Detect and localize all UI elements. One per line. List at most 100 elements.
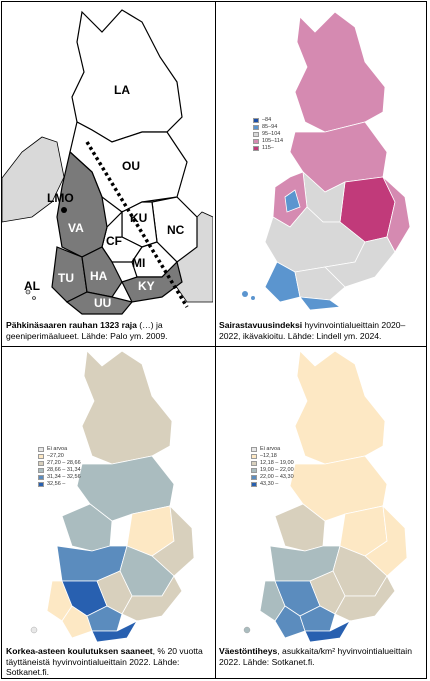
border-map-svg: LA OU LMO KU NC VA CF MI TU HA KY AL UU	[2, 9, 213, 315]
map-region	[294, 11, 386, 133]
legend-swatch	[251, 482, 257, 487]
legend-sickness: –84 85–94 95–104 105–114 115–	[253, 117, 283, 152]
caption-education-bold: Korkea-asteen koulutuksen saaneet	[6, 646, 153, 656]
legend-swatch	[38, 475, 44, 480]
caption-sickness-bold: Sairastavuusindeksi	[219, 320, 303, 330]
label-va: VA	[68, 221, 84, 235]
legend-row: 95–104	[253, 131, 283, 138]
caption-density: Väestöntiheys, asukkaita/km² hyvinvointi…	[219, 646, 422, 667]
caption-education: Korkea-asteen koulutuksen saaneet, % 20 …	[6, 646, 209, 678]
education-map-svg	[30, 350, 195, 643]
legend-label: Ei arvoa	[260, 446, 281, 452]
caption-sickness: Sairastavuusindeksi hyvinvointialueittai…	[219, 320, 422, 341]
legend-swatch	[253, 146, 259, 151]
legend-label: 19,00 – 22,00	[260, 467, 294, 473]
map-region	[121, 575, 183, 622]
legend-swatch	[253, 139, 259, 144]
legend-label: 95–104	[262, 131, 281, 137]
legend-row: 85–94	[253, 124, 283, 131]
map-region	[264, 261, 301, 303]
label-ha: HA	[90, 269, 108, 283]
legend-swatch	[253, 118, 259, 123]
legend-label: 27,20 – 28,66	[47, 460, 81, 466]
legend-swatch	[251, 468, 257, 473]
caption-border-map-bold: Pähkinäsaaren rauhan 1323 raja	[6, 320, 137, 330]
map-region	[91, 620, 139, 643]
legend-label: 22,00 – 43,30	[260, 474, 294, 480]
legend-label: 85–94	[262, 124, 278, 130]
map-region	[242, 291, 248, 297]
label-uu: UU	[94, 296, 111, 310]
legend-label: 28,66 – 31,34	[47, 467, 81, 473]
legend-row: 32,56 –	[38, 481, 81, 488]
legend-label: 32,56 –	[47, 481, 66, 487]
legend-row: 19,00 – 22,00	[251, 467, 294, 474]
legend-label: –12,18	[260, 453, 277, 459]
legend-label: 31,34 – 32,56	[47, 474, 81, 480]
caption-border-map-rest: (…) ja geeniperimäalueet. Lähde: Palo ym…	[6, 320, 168, 341]
legend-label: 105–114	[262, 138, 284, 144]
legend-row: –12,18	[251, 453, 294, 460]
legend-education: Ei arvoa –27,20 27,20 – 28,66 28,66 – 31…	[38, 446, 81, 488]
map-region	[284, 189, 301, 213]
caption-density-bold: Väestöntiheys	[219, 646, 278, 656]
map-region	[243, 626, 251, 634]
legend-swatch	[38, 482, 44, 487]
legend-swatch	[253, 125, 259, 130]
divider-horizontal	[2, 346, 426, 347]
legend-label: 12,18 – 19,00	[260, 460, 294, 466]
border-1323-line	[85, 141, 189, 308]
label-ou: OU	[122, 159, 140, 173]
west-grey-area	[2, 136, 65, 223]
legend-density: Ei arvoa –12,18 12,18 – 19,00 19,00 – 22…	[251, 446, 294, 488]
legend-row: –27,20	[38, 453, 81, 460]
map-region	[294, 266, 346, 301]
legend-swatch	[38, 454, 44, 459]
legend-row: 31,34 – 32,56	[38, 474, 81, 481]
panel-density: Ei arvoa –12,18 12,18 – 19,00 19,00 – 22…	[215, 346, 426, 678]
legend-row: Ei arvoa	[38, 446, 81, 453]
legend-swatch	[38, 461, 44, 466]
caption-sickness-rest: hyvinvointialueittain 2020–2022, ikävaki…	[219, 320, 406, 341]
legend-label: 43,30 –	[260, 481, 279, 487]
map-region	[294, 350, 386, 465]
region-uu	[65, 291, 134, 315]
aland-island	[32, 296, 36, 300]
caption-density-rest: , asukkaita/km² hyvinvointialueittain 20…	[219, 646, 412, 667]
legend-swatch	[253, 132, 259, 137]
legend-row: 115–	[253, 145, 283, 152]
legend-swatch	[251, 461, 257, 466]
map-region	[299, 605, 336, 632]
map-region	[30, 626, 38, 634]
label-tu: TU	[58, 271, 74, 285]
map-region	[81, 350, 173, 465]
legend-row: 12,18 – 19,00	[251, 460, 294, 467]
legend-row: Ei arvoa	[251, 446, 294, 453]
label-ku: KU	[130, 211, 147, 225]
legend-swatch	[251, 447, 257, 452]
legend-row: 28,66 – 31,34	[38, 467, 81, 474]
map-region	[299, 296, 342, 311]
label-ky: KY	[138, 279, 155, 293]
legend-row: 22,00 – 43,30	[251, 474, 294, 481]
label-mi: MI	[132, 256, 145, 270]
label-lmo: LMO	[47, 191, 74, 205]
panel-education: Ei arvoa –27,20 27,20 – 28,66 28,66 – 31…	[2, 346, 213, 678]
region-la	[71, 9, 183, 143]
map-region	[334, 575, 396, 622]
label-al: AL	[24, 279, 40, 293]
map-region	[324, 236, 396, 288]
legend-row: 27,20 – 28,66	[38, 460, 81, 467]
sickness-map-svg	[242, 11, 411, 311]
panel-border-map: LA OU LMO KU NC VA CF MI TU HA KY AL UU …	[2, 2, 213, 343]
label-nc: NC	[167, 223, 185, 237]
legend-label: –84	[262, 117, 272, 123]
legend-row: –84	[253, 117, 283, 124]
legend-swatch	[38, 447, 44, 452]
label-la: LA	[114, 83, 130, 97]
legend-label: Ei arvoa	[47, 446, 68, 452]
legend-swatch	[251, 454, 257, 459]
panel-sickness-index: –84 85–94 95–104 105–114 115– Sairastavu…	[215, 2, 426, 343]
label-cf: CF	[106, 234, 122, 248]
